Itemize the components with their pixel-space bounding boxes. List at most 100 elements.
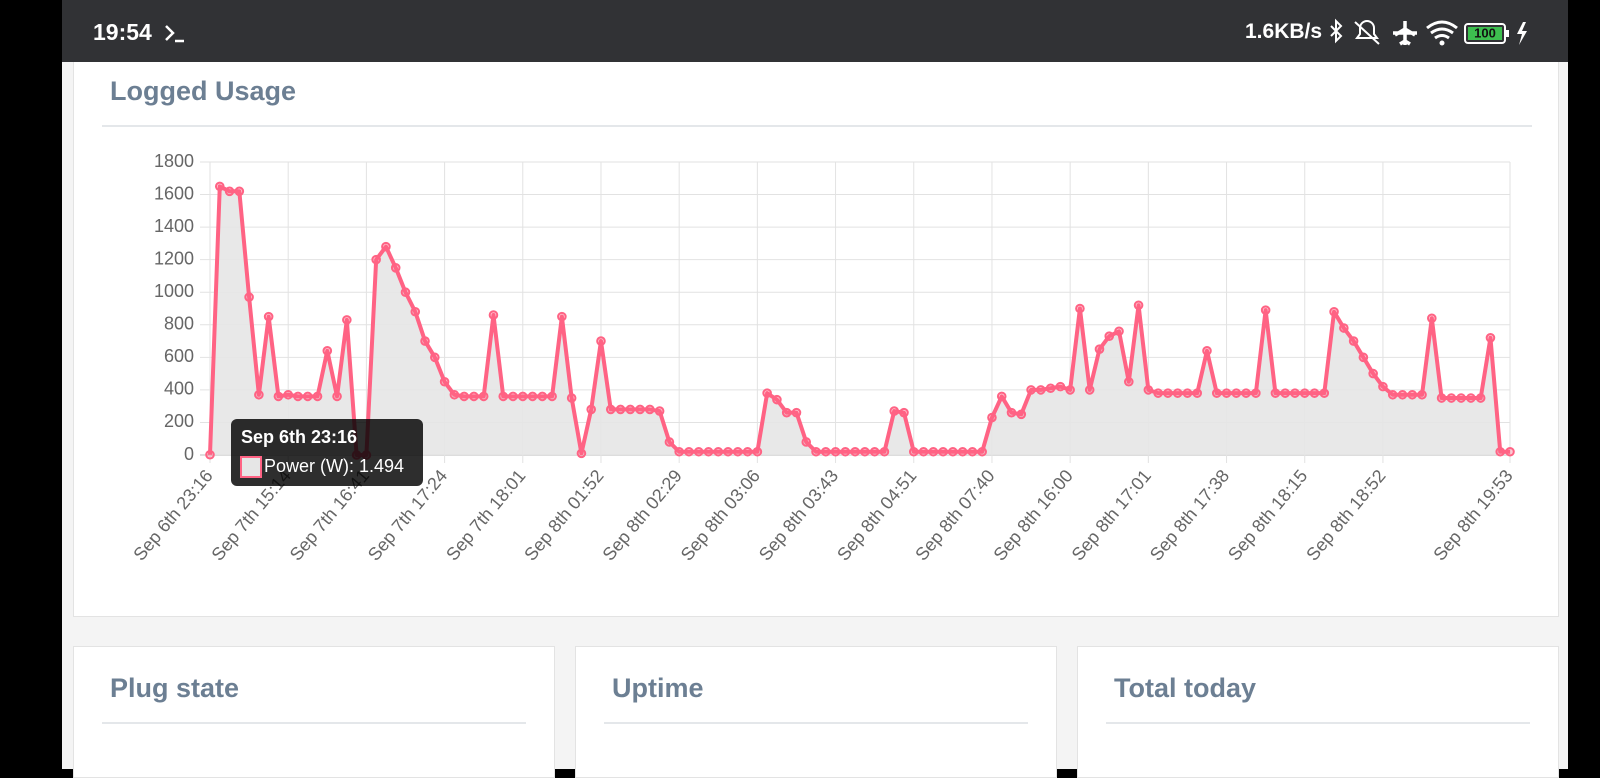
card-title: Plug state bbox=[110, 673, 240, 703]
point bbox=[459, 391, 469, 402]
point bbox=[449, 389, 460, 400]
point bbox=[1114, 326, 1124, 337]
y-tick-label: 1600 bbox=[154, 183, 194, 203]
point bbox=[273, 391, 284, 402]
point bbox=[1466, 393, 1476, 403]
y-tick-label: 200 bbox=[164, 411, 194, 431]
point bbox=[1192, 388, 1203, 398]
y-tick-label: 400 bbox=[164, 379, 194, 399]
point bbox=[390, 263, 401, 273]
point bbox=[918, 446, 929, 457]
point bbox=[371, 254, 381, 265]
point bbox=[908, 446, 919, 457]
terminal-icon bbox=[165, 25, 184, 43]
point bbox=[400, 287, 411, 298]
x-tick-label: Sep 8th 03:43 bbox=[755, 466, 842, 565]
tooltip-title: Sep 6th 23:16 bbox=[241, 427, 357, 447]
point bbox=[430, 352, 440, 363]
point bbox=[1378, 381, 1388, 392]
x-tick-label: Sep 7th 18:01 bbox=[442, 466, 529, 565]
point bbox=[879, 446, 890, 457]
point bbox=[1221, 388, 1232, 398]
point bbox=[1094, 344, 1105, 354]
point bbox=[488, 310, 499, 320]
point bbox=[1368, 368, 1378, 379]
point bbox=[742, 446, 753, 457]
point bbox=[1427, 313, 1437, 324]
y-tick-label: 1800 bbox=[154, 151, 194, 171]
tooltip-swatch bbox=[240, 456, 262, 478]
y-tick-label: 600 bbox=[164, 346, 194, 366]
point bbox=[205, 449, 215, 460]
point bbox=[1339, 323, 1349, 333]
point bbox=[1202, 346, 1212, 356]
point bbox=[1211, 388, 1222, 398]
point bbox=[342, 315, 352, 325]
point bbox=[244, 292, 254, 302]
point bbox=[1417, 389, 1427, 400]
point bbox=[801, 437, 812, 447]
point bbox=[1495, 446, 1506, 457]
point bbox=[1397, 389, 1408, 400]
point bbox=[1280, 388, 1290, 398]
point bbox=[420, 336, 430, 346]
point bbox=[752, 446, 763, 457]
point bbox=[723, 446, 733, 457]
point bbox=[439, 376, 450, 387]
divider bbox=[604, 722, 1028, 724]
point bbox=[1329, 306, 1339, 317]
point bbox=[1123, 376, 1134, 387]
point bbox=[1036, 385, 1046, 395]
point bbox=[830, 446, 841, 457]
point bbox=[693, 446, 704, 457]
point bbox=[781, 407, 792, 418]
point bbox=[1006, 407, 1017, 418]
plug-card: Plug state bbox=[73, 646, 555, 778]
tooltip-box bbox=[231, 419, 423, 486]
divider bbox=[102, 722, 526, 724]
point bbox=[1016, 409, 1027, 420]
point bbox=[293, 391, 303, 402]
point bbox=[625, 404, 636, 415]
point bbox=[1505, 446, 1515, 457]
point bbox=[615, 404, 626, 415]
battery-level: 100 bbox=[1474, 25, 1496, 40]
point bbox=[1299, 388, 1310, 398]
divider bbox=[1106, 722, 1530, 724]
x-tick-label: Sep 8th 03:06 bbox=[677, 466, 764, 565]
point bbox=[557, 311, 567, 322]
point bbox=[772, 394, 782, 405]
point bbox=[860, 446, 870, 457]
x-tick-label: Sep 8th 01:52 bbox=[520, 466, 607, 565]
point bbox=[1143, 385, 1154, 395]
point bbox=[1133, 300, 1144, 311]
point bbox=[1407, 389, 1418, 400]
point bbox=[733, 446, 743, 457]
point bbox=[263, 311, 274, 322]
point bbox=[791, 407, 802, 418]
x-tick-label: Sep 8th 16:00 bbox=[989, 466, 1076, 565]
point bbox=[1456, 393, 1466, 403]
point bbox=[811, 446, 821, 457]
point bbox=[1026, 385, 1036, 395]
tooltip-label: Power (W): 1.494 bbox=[264, 456, 404, 476]
page: Logged Usage Plug state Uptime Total tod… bbox=[62, 0, 1568, 778]
y-tick-label: 1400 bbox=[154, 216, 194, 236]
point bbox=[596, 336, 606, 346]
point bbox=[967, 446, 978, 457]
point bbox=[948, 446, 958, 457]
point bbox=[498, 391, 509, 402]
x-tick-label: Sep 8th 18:15 bbox=[1224, 466, 1311, 565]
point bbox=[1231, 388, 1242, 398]
card-title: Logged Usage bbox=[110, 76, 297, 106]
x-tick-label: Sep 8th 17:01 bbox=[1068, 466, 1155, 565]
point bbox=[1309, 388, 1320, 398]
point bbox=[410, 306, 421, 317]
point bbox=[1153, 388, 1163, 398]
point bbox=[478, 391, 489, 402]
tooltip: Sep 6th 23:16 Power (W): 1.494 bbox=[231, 419, 423, 486]
point bbox=[332, 391, 342, 402]
x-tick-label: Sep 8th 17:38 bbox=[1146, 466, 1233, 565]
point bbox=[1251, 388, 1261, 398]
